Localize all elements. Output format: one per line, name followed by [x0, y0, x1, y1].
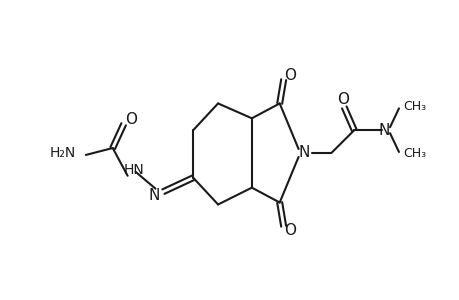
- Text: N: N: [148, 188, 159, 203]
- Text: O: O: [283, 68, 295, 83]
- Text: HN: HN: [123, 163, 144, 177]
- Text: CH₃: CH₃: [403, 100, 425, 113]
- Text: O: O: [125, 112, 137, 127]
- Text: H₂N: H₂N: [50, 146, 76, 160]
- Text: N: N: [378, 123, 389, 138]
- Text: O: O: [336, 92, 348, 107]
- Text: CH₃: CH₃: [403, 148, 425, 160]
- Text: N: N: [298, 146, 309, 160]
- Text: O: O: [283, 223, 295, 238]
